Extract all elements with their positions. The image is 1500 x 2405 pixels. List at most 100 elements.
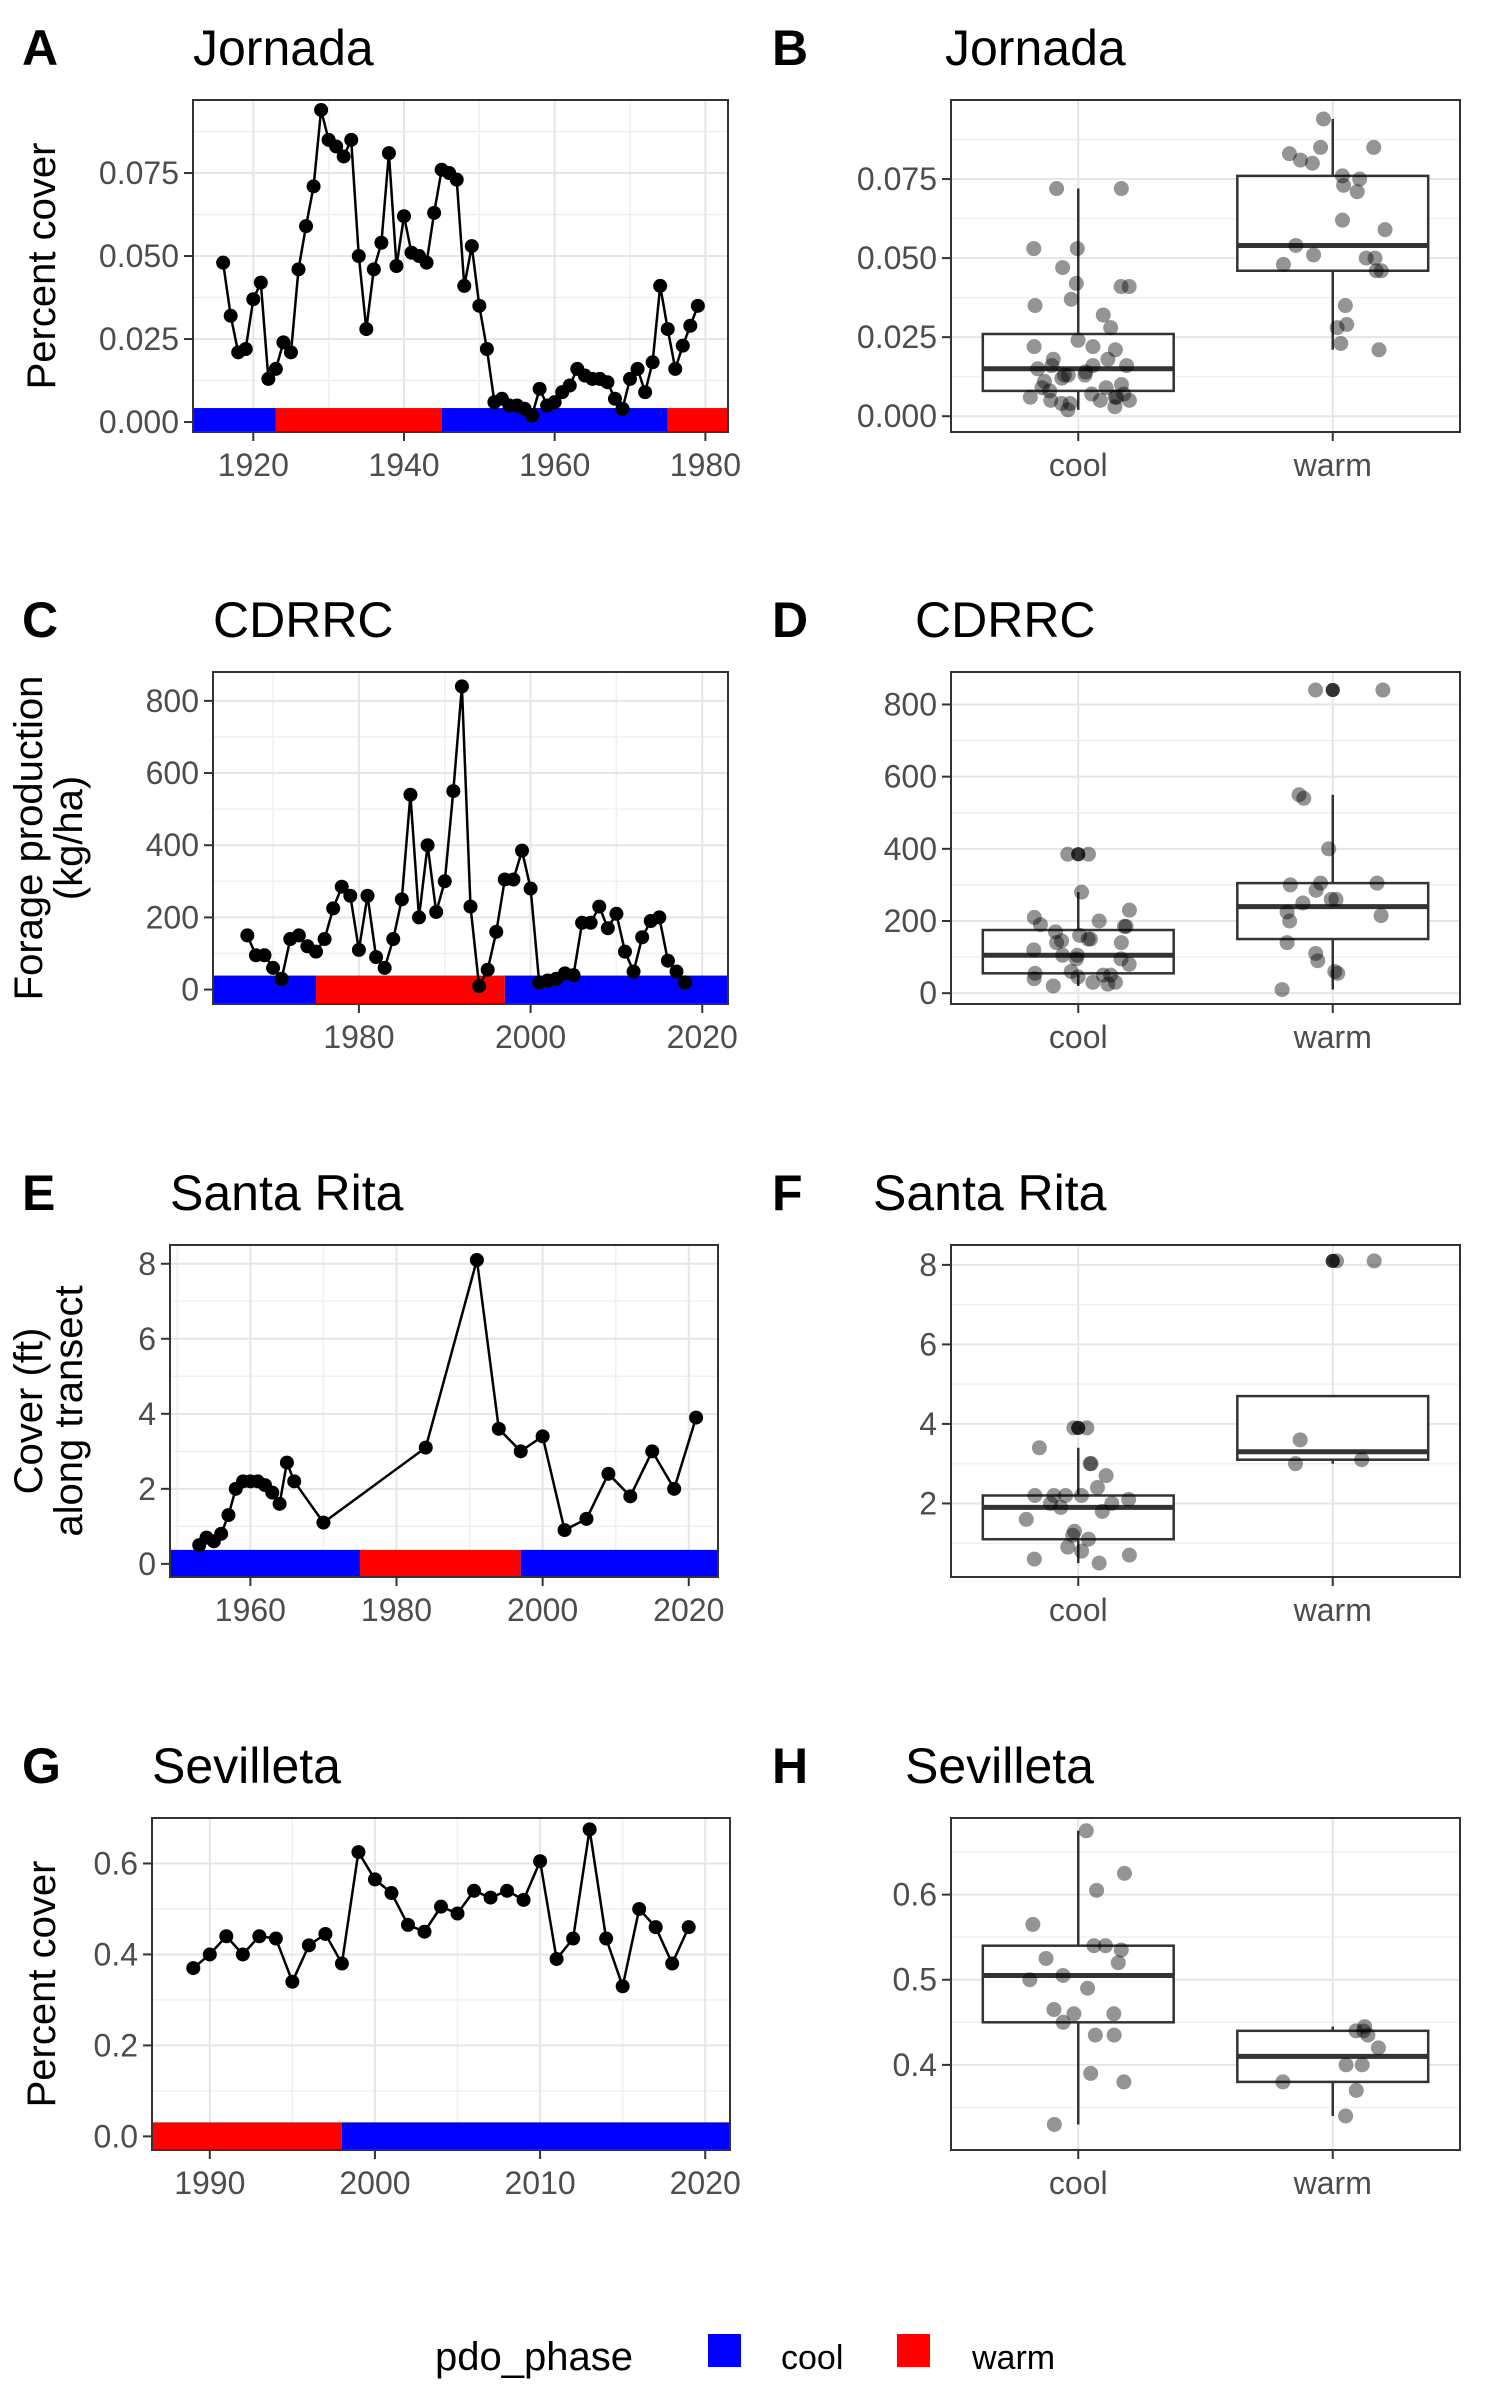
jitter-point (1073, 1487, 1089, 1503)
panel-tag: D (772, 592, 808, 648)
jitter-point (1025, 1916, 1041, 1932)
phase-bar-cool (170, 1549, 360, 1577)
jitter-point (1113, 181, 1129, 197)
data-point (491, 1421, 506, 1436)
data-point (299, 219, 314, 234)
data-point (660, 953, 675, 968)
y-tick-label: 2 (919, 1485, 937, 1521)
data-point (221, 1508, 236, 1523)
data-point (645, 355, 660, 370)
panel-title: Jornada (945, 20, 1126, 76)
jitter-point (1063, 964, 1079, 980)
data-point (418, 1440, 433, 1455)
data-point (467, 1883, 482, 1898)
jitter-point (1026, 971, 1042, 987)
jitter-point (1315, 111, 1331, 127)
jitter-point (1049, 181, 1065, 197)
jitter-point (1373, 908, 1389, 924)
data-point (660, 322, 675, 337)
jitter-point (1323, 891, 1339, 907)
box-iqr (1236, 881, 1430, 941)
data-point (291, 262, 306, 277)
y-tick-label: 0 (138, 1546, 156, 1582)
jitter-point (1282, 877, 1298, 893)
x-tick-label: 1940 (368, 447, 439, 483)
jitter-point (1306, 247, 1322, 263)
jitter-point (1026, 909, 1042, 925)
jitter-point (1308, 945, 1324, 961)
data-point (472, 298, 487, 313)
data-point (450, 1906, 465, 1921)
panel-border (950, 671, 1461, 1005)
jitter-point (1044, 358, 1060, 374)
data-point (419, 255, 434, 270)
data-point (582, 1822, 597, 1837)
jitter-point (1032, 917, 1048, 933)
legend-label-cool: cool (781, 2339, 843, 2377)
y-tick-label: 6 (919, 1326, 937, 1362)
jitter-point (1287, 1456, 1303, 1472)
data-point (600, 375, 615, 390)
data-point (515, 843, 529, 858)
data-point (683, 318, 698, 333)
jitter-point (1119, 358, 1135, 374)
jitter-point (1098, 380, 1114, 396)
data-point (329, 139, 344, 154)
x-tick-label: warm (1293, 1592, 1372, 1628)
jitter-point (1060, 367, 1076, 383)
jitter-point (1116, 386, 1132, 402)
jitter-point (1107, 342, 1123, 358)
phase-bar-cool (193, 408, 276, 432)
jitter-point (1072, 927, 1088, 943)
data-point (367, 1872, 382, 1887)
jitter-point (1069, 947, 1085, 963)
data-point (276, 335, 291, 350)
data-point (615, 401, 630, 416)
jitter-point (1031, 1440, 1047, 1456)
x-tick-label: 1980 (361, 1592, 432, 1628)
jitter-point (1043, 392, 1059, 408)
x-tick-label: 1980 (323, 1019, 394, 1055)
data-point (326, 901, 341, 916)
jitter-point (1339, 316, 1355, 332)
y-axis-label: along transect (47, 1285, 91, 1536)
data-point (309, 944, 323, 959)
jitter-point (1281, 146, 1297, 162)
box-warm (1236, 111, 1430, 358)
x-tick-label: warm (1293, 1019, 1372, 1055)
jitter-point (1308, 882, 1324, 898)
data-point (318, 1926, 333, 1941)
jitter-point (1079, 1420, 1095, 1436)
jitter-point (1055, 260, 1071, 276)
y-tick-label: 0.050 (857, 240, 937, 276)
data-point (500, 1883, 515, 1898)
y-tick-label: 0 (919, 975, 937, 1011)
jitter-point (1091, 1555, 1107, 1571)
data-point (623, 371, 638, 386)
jitter-point (1060, 846, 1076, 862)
y-tick-label: 600 (884, 759, 937, 795)
panel-border (192, 99, 729, 433)
box-warm (1236, 2019, 1430, 2124)
data-point (366, 262, 381, 277)
jitter-point (1106, 2027, 1122, 2043)
jitter-point (1356, 2023, 1372, 2039)
data-point (667, 1481, 682, 1496)
data-point (592, 899, 607, 914)
data-point (479, 342, 494, 356)
panel-tag: G (22, 1738, 61, 1794)
jitter-point (1046, 2002, 1062, 2018)
phase-bar-cool (213, 975, 316, 1004)
x-tick-label: 2000 (507, 1592, 578, 1628)
data-point (386, 932, 401, 947)
jitter-point (1045, 351, 1061, 367)
data-point (532, 381, 547, 396)
data-point (186, 1961, 201, 1976)
jitter-point (1103, 967, 1119, 983)
data-point (600, 921, 615, 936)
data-point (601, 1466, 616, 1481)
data-point (427, 205, 442, 220)
data-point (351, 1845, 366, 1860)
panel-title: CDRRC (213, 592, 394, 648)
